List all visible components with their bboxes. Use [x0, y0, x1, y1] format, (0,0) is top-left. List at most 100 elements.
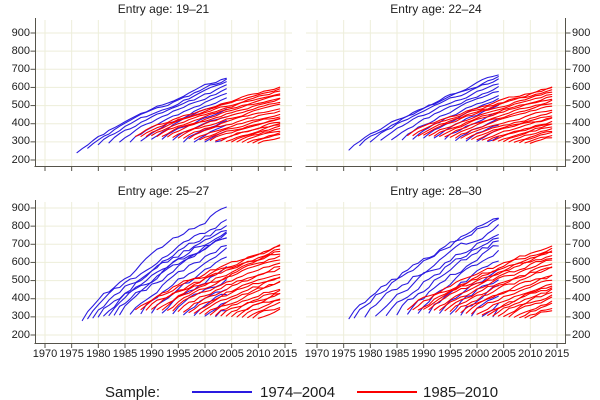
cohort-line-1985-2010	[524, 135, 553, 144]
cohort-line-1985-2010	[439, 259, 553, 311]
cohort-line-1974-2004	[140, 247, 227, 315]
cohort-line-1985-2010	[412, 247, 553, 311]
cohort-line-1985-2010	[508, 296, 553, 318]
y-tick-label: 900	[11, 201, 30, 214]
y-tick-label: 800	[572, 44, 591, 57]
cohort-line-1974-2004	[385, 237, 499, 316]
cohort-line-1974-2004	[97, 81, 227, 146]
cohort-line-1985-2010	[225, 124, 281, 143]
x-tick-label: 1990	[139, 348, 164, 360]
cohort-line-1974-2004	[204, 301, 227, 317]
y-tick-label: 800	[11, 44, 30, 57]
y-tick-label: 200	[572, 328, 591, 341]
cohort-line-1985-2010	[236, 298, 281, 318]
x-tick-label: 1970	[32, 348, 58, 360]
cohort-line-1985-2010	[444, 263, 553, 312]
cohort-line-1985-2010	[449, 103, 553, 138]
cohort-line-1985-2010	[209, 117, 281, 141]
y-tick-label: 200	[11, 328, 30, 341]
cohort-line-1985-2010	[519, 131, 553, 144]
cohort-line-1974-2004	[119, 237, 227, 316]
cohort-line-1985-2010	[471, 279, 553, 315]
x-tick-label: 2005	[491, 348, 516, 360]
legend-swatch-blue-line	[192, 391, 252, 393]
cohort-line-1985-2010	[209, 281, 281, 316]
x-tick-label: 1980	[86, 348, 111, 360]
cohort-line-1985-2010	[529, 137, 553, 144]
panel-title-entry-age-25-27: Entry age: 25–27	[117, 184, 210, 198]
cohort-line-1985-2010	[449, 267, 553, 312]
cohort-line-1985-2010	[428, 255, 553, 311]
y-tick-label: 500	[11, 99, 30, 112]
cohort-line-1985-2010	[177, 103, 281, 139]
x-tick-label: 2000	[192, 348, 218, 360]
x-tick-label: 2000	[464, 348, 490, 360]
cohort-line-1974-2004	[76, 77, 227, 154]
cohort-line-1985-2010	[513, 130, 553, 143]
cohort-line-1985-2010	[241, 130, 281, 143]
cohort-line-1985-2010	[140, 88, 281, 137]
y-tick-label: 400	[572, 117, 591, 130]
cohort-line-1985-2010	[183, 267, 281, 313]
x-tick-label: 1985	[112, 348, 138, 360]
cohort-line-1985-2010	[407, 245, 553, 311]
cohort-line-1985-2010	[503, 294, 553, 318]
y-tick-label: 700	[11, 237, 30, 250]
y-tick-label: 500	[572, 274, 591, 287]
cohort-line-1985-2010	[252, 133, 281, 144]
cohort-line-1974-2004	[353, 217, 499, 319]
cohort-line-1974-2004	[119, 88, 227, 143]
cohort-line-1985-2010	[492, 288, 553, 317]
cohort-line-1974-2004	[87, 78, 227, 149]
panel-title-entry-age-28-30: Entry age: 28–30	[390, 184, 482, 198]
y-tick-label: 700	[572, 62, 591, 75]
cohort-line-1985-2010	[188, 273, 281, 314]
cohort-line-1974-2004	[364, 224, 499, 318]
cohort-line-1985-2010	[156, 94, 281, 137]
cohort-line-1974-2004	[129, 245, 227, 315]
cohort-line-1985-2010	[497, 123, 553, 142]
legend-entry-1974-2004: 1974–2004	[260, 384, 336, 400]
x-tick-label: 1995	[438, 348, 463, 360]
cohort-line-1985-2010	[140, 244, 281, 311]
y-tick-label: 600	[572, 255, 591, 268]
cohort-line-1974-2004	[359, 76, 499, 147]
cohort-line-1985-2010	[151, 93, 281, 137]
cohort-line-1974-2004	[391, 86, 499, 141]
cohort-line-1985-2010	[172, 101, 281, 138]
y-tick-label: 700	[11, 62, 30, 75]
cohort-line-1985-2010	[215, 288, 281, 316]
cohort-line-1974-2004	[81, 206, 227, 322]
cohort-line-1974-2004	[412, 95, 499, 140]
cohort-line-1974-2004	[396, 240, 499, 316]
y-tick-label: 900	[572, 201, 591, 214]
cohort-line-1985-2010	[156, 253, 281, 311]
cohort-line-1985-2010	[145, 90, 281, 137]
x-tick-label: 1980	[358, 348, 383, 360]
y-tick-label: 800	[11, 219, 30, 232]
cohort-line-1985-2010	[471, 115, 553, 140]
cohort-line-1985-2010	[433, 257, 553, 311]
cohort-line-1985-2010	[423, 251, 553, 310]
x-tick-label: 1985	[384, 348, 410, 360]
cohort-line-1985-2010	[412, 87, 553, 137]
cohort-line-1985-2010	[407, 86, 553, 137]
cohort-line-1974-2004	[87, 219, 227, 320]
y-tick-label: 400	[572, 292, 591, 305]
cohort-line-1985-2010	[476, 283, 553, 315]
cohort-line-1985-2010	[460, 274, 553, 314]
y-tick-label: 300	[11, 310, 30, 323]
cohort-line-1985-2010	[135, 245, 281, 311]
y-tick-label: 200	[572, 153, 591, 166]
cohort-line-1985-2010	[465, 111, 553, 140]
y-tick-label: 700	[572, 237, 591, 250]
y-tick-label: 300	[11, 135, 30, 148]
cohort-line-1985-2010	[439, 98, 553, 137]
cohort-line-1985-2010	[417, 250, 553, 311]
panel-title-entry-age-22-24: Entry age: 22–24	[390, 2, 482, 16]
x-tick-label: 2010	[518, 348, 543, 360]
cohort-line-1985-2010	[519, 302, 553, 319]
cohort-line-1985-2010	[199, 277, 281, 315]
cohort-line-1974-2004	[380, 83, 499, 141]
